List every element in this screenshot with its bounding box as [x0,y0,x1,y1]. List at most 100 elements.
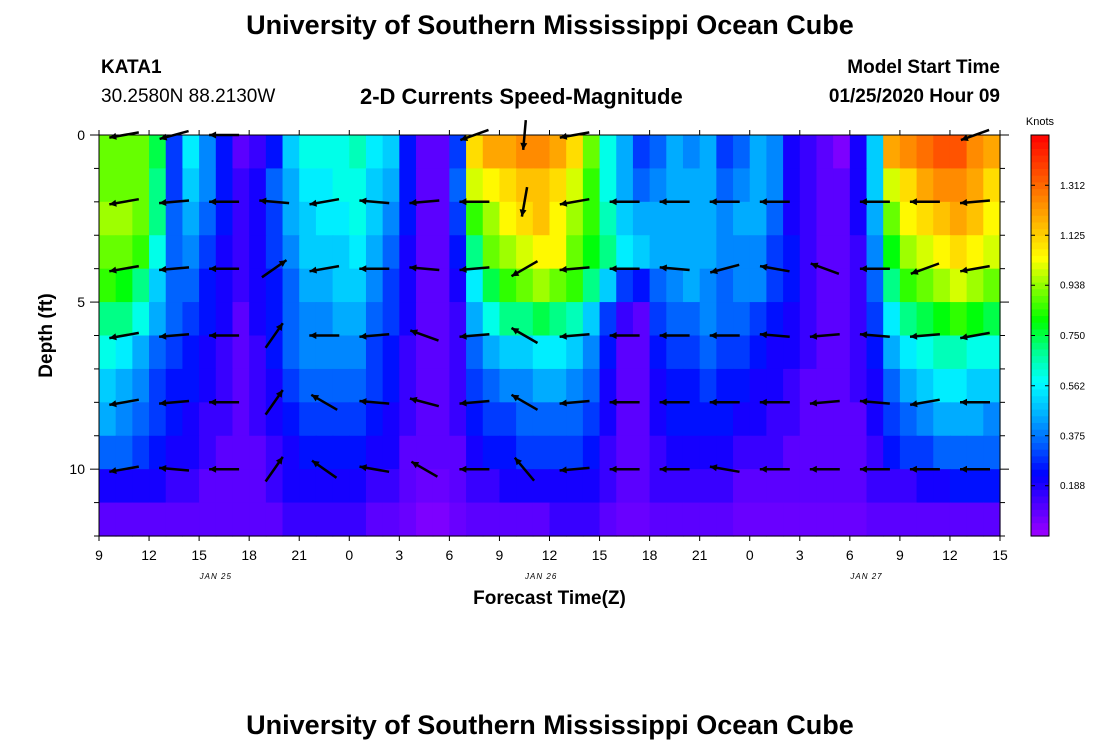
heatmap-cell [549,135,567,170]
heatmap-cell [232,402,250,437]
heatmap-cell [649,201,667,236]
heatmap-cell [632,235,651,270]
heatmap-cell [549,201,567,236]
heatmap-cell [449,201,467,236]
heatmap-cell [833,402,851,437]
current-vector-arrow [609,198,640,206]
heatmap-cell [682,302,701,337]
heatmap-cell [883,302,901,337]
heatmap-cell [783,502,801,537]
current-vector-arrow [960,465,990,473]
colorbar-segment [1031,442,1049,450]
heatmap-cell [766,368,784,403]
heatmap-cell [215,235,234,270]
station-coordinates: 30.2580N 88.2130W [101,86,276,107]
heatmap-cell [99,201,117,236]
current-vector-arrow [513,456,536,482]
heatmap-cell [582,235,601,270]
chart-title: 2-D Currents Speed-Magnitude [360,84,683,109]
heatmap-cell [699,435,717,470]
heatmap-cell [349,168,367,203]
colorbar-segment [1031,315,1049,323]
heatmap-cell [616,435,634,470]
colorbar-segment [1031,261,1049,270]
heatmap-cell [816,135,834,170]
heatmap-cell [482,201,501,236]
heatmap-cell [232,168,250,203]
heatmap-cell [365,302,384,337]
heatmap-cell [849,268,868,303]
heatmap-cell [499,435,517,470]
heatmap-cell [332,402,350,437]
heatmap-cell [115,368,133,403]
heatmap-cell [382,502,400,537]
heatmap-cell [649,302,667,337]
heatmap-cell [866,302,884,337]
heatmap-cell [382,168,400,203]
heatmap-cell [199,335,217,370]
heatmap-cell [599,235,617,270]
heatmap-cell [883,368,901,403]
heatmap-cell [816,235,834,270]
heatmap-cell [899,469,918,504]
heatmap-cell [132,335,150,370]
heatmap-cell [349,268,367,303]
colorbar-segment [1031,368,1049,377]
heatmap-cell [749,235,768,270]
heatmap-cell [783,368,801,403]
heatmap-cell [199,368,217,403]
colorbar-tick-label: 0.938 [1060,281,1085,292]
current-vector-arrow [209,398,240,406]
heatmap-cell [799,168,818,203]
colorbar-tick-label: 0.750 [1060,331,1085,342]
current-vector-arrow [409,264,440,272]
heatmap-cell [949,435,968,470]
heatmap-cell [149,201,167,236]
x-tick-label: 3 [395,547,403,563]
heatmap-cell [566,268,584,303]
heatmap-cell [232,235,250,270]
current-vector-arrow [609,265,640,273]
heatmap-cell [716,368,734,403]
heatmap-cell [716,502,734,537]
heatmap-cell [466,201,484,236]
heatmap-cell [282,502,300,537]
heatmap-cell [416,268,434,303]
heatmap-cell [899,302,918,337]
colorbar-segment [1031,355,1049,363]
model-start-time: 01/25/2020 Hour 09 [828,86,1000,107]
heatmap-cell [332,368,350,403]
heatmap-cell [699,168,717,203]
heatmap-cell [115,502,133,537]
heatmap-cell [983,502,1001,537]
current-vector-arrow [909,398,940,408]
heatmap-cell [182,335,200,370]
heatmap-cell [666,302,684,337]
heatmap-cell [532,268,551,303]
heatmap-cell [566,135,584,170]
colorbar-tick-label: 1.125 [1060,231,1085,242]
heatmap-cell [749,435,768,470]
heatmap-cell [716,135,734,170]
heatmap-cell [532,135,551,170]
current-vector-arrow [609,398,640,406]
heatmap-cell [315,201,334,236]
heatmap-cell [332,469,350,504]
current-vector-arrow [310,393,338,411]
heatmap-cell [933,135,951,170]
heatmap-cell [149,435,167,470]
current-vector-arrow [809,465,840,473]
heatmap-cell [682,469,701,504]
heatmap-cell [616,335,634,370]
colorbar-segment [1031,435,1049,444]
current-vector-arrow [859,398,890,406]
heatmap-cell [332,335,350,370]
heatmap-cell [382,469,400,504]
heatmap-cell [616,201,634,236]
heatmap-cell [516,268,534,303]
current-vector-arrow [109,331,140,341]
heatmap-cell [466,368,484,403]
heatmap-cell [349,335,367,370]
heatmap-cell [482,335,501,370]
colorbar-segment [1031,288,1049,296]
